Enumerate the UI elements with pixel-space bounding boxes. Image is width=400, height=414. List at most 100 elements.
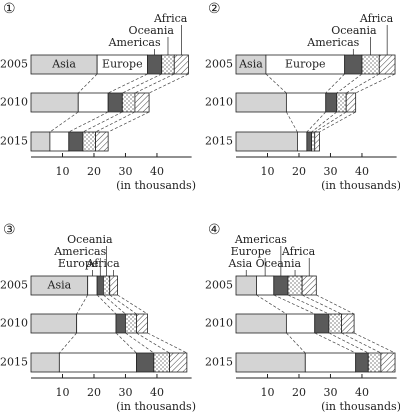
y-tick-label: 2015	[0, 356, 28, 369]
y-tick-label: 2005	[0, 58, 28, 71]
x-tick-label: 40	[150, 386, 164, 399]
bar-segment	[153, 352, 170, 373]
y-tick-label: 2010	[0, 317, 28, 330]
connector	[286, 332, 306, 354]
bar-segment	[314, 313, 330, 334]
x-tick-label: 20	[87, 165, 101, 178]
bar-segment	[301, 275, 317, 296]
bar-segment	[314, 131, 320, 152]
y-tick-label: 2015	[205, 356, 233, 369]
bar-segment	[30, 131, 51, 152]
bar-segment	[30, 92, 79, 113]
connector	[265, 73, 287, 94]
bar-segment	[355, 352, 369, 373]
bar-segment	[107, 92, 123, 113]
x-tick-label: 30	[323, 165, 337, 178]
bar-segment	[306, 131, 312, 152]
x-tick-label: 10	[260, 386, 274, 399]
bar-segment	[235, 352, 306, 373]
connector	[286, 111, 298, 133]
x-tick-label: 40	[150, 165, 164, 178]
panel-label: ④	[208, 222, 221, 238]
connector	[336, 73, 363, 94]
series-label: Africa	[153, 12, 188, 25]
series-label: Americas	[108, 36, 161, 49]
bar-segment	[325, 92, 338, 113]
connector	[328, 332, 369, 354]
bar-segment	[95, 131, 109, 152]
connector	[59, 332, 77, 354]
bar-segment	[121, 92, 136, 113]
bar-segment	[378, 54, 396, 75]
connector	[136, 332, 170, 354]
bar-segment	[235, 313, 287, 334]
connector	[316, 294, 355, 315]
bar-segment	[336, 92, 347, 113]
y-tick-label: 2005	[205, 279, 233, 292]
bar-segment	[30, 352, 60, 373]
series-label: Americas	[306, 36, 359, 49]
bar-segment	[328, 313, 342, 334]
connector	[134, 73, 175, 94]
bar-segment	[125, 313, 137, 334]
x-tick-label: 10	[55, 386, 69, 399]
y-tick-label: 2015	[0, 135, 28, 148]
y-tick-label: 2005	[205, 58, 233, 71]
bar-segment	[304, 352, 357, 373]
connector	[68, 111, 109, 133]
y-tick-label: 2010	[0, 96, 28, 109]
series-label: Oceania	[67, 233, 113, 246]
connector	[256, 294, 287, 315]
connector	[287, 294, 330, 315]
connector	[319, 111, 356, 133]
bar-segment	[68, 131, 84, 152]
connector	[107, 111, 150, 133]
panel-label: ③	[3, 222, 16, 238]
x-tick-label: 30	[323, 386, 337, 399]
connector	[355, 73, 396, 94]
bar-segment	[147, 54, 163, 75]
y-tick-label: 2015	[205, 135, 233, 148]
connector	[311, 111, 337, 133]
connector	[82, 111, 123, 133]
bar-segment	[380, 352, 396, 373]
connector	[96, 294, 117, 315]
bar-segment	[136, 352, 155, 373]
bar-segment	[109, 275, 118, 296]
x-axis-label: (in thousands)	[116, 400, 196, 413]
bar-segment	[341, 313, 355, 334]
bar-segment	[273, 275, 289, 296]
series-label: Africa	[359, 12, 394, 25]
connector	[95, 111, 136, 133]
x-tick-label: 20	[292, 165, 306, 178]
x-tick-label: 40	[355, 386, 369, 399]
bar-segment	[58, 352, 137, 373]
bar-segment	[87, 275, 98, 296]
bar-segment	[256, 275, 275, 296]
x-axis-label: (in thousands)	[321, 400, 400, 413]
series-label: Americas	[234, 233, 287, 246]
connector	[107, 73, 148, 94]
connector	[117, 294, 148, 315]
bar-segment	[344, 54, 363, 75]
connector	[76, 294, 88, 315]
x-tick-label: 30	[118, 386, 132, 399]
connector	[341, 332, 382, 354]
bar-segment	[115, 313, 126, 334]
y-tick-label: 2005	[0, 279, 28, 292]
bar-segment	[96, 275, 104, 296]
bar-segment	[76, 313, 117, 334]
connector	[353, 332, 396, 354]
connector	[109, 294, 137, 315]
series-label: Europe	[231, 245, 272, 258]
series-label: Europe	[102, 58, 143, 71]
bar-segment	[311, 131, 316, 152]
bar-segment	[173, 54, 189, 75]
bar-segment	[297, 131, 308, 152]
series-label: Americas	[53, 245, 106, 258]
series-label: Asia	[228, 257, 253, 270]
connector	[147, 332, 188, 354]
connector	[314, 332, 356, 354]
bar-segment	[49, 131, 70, 152]
